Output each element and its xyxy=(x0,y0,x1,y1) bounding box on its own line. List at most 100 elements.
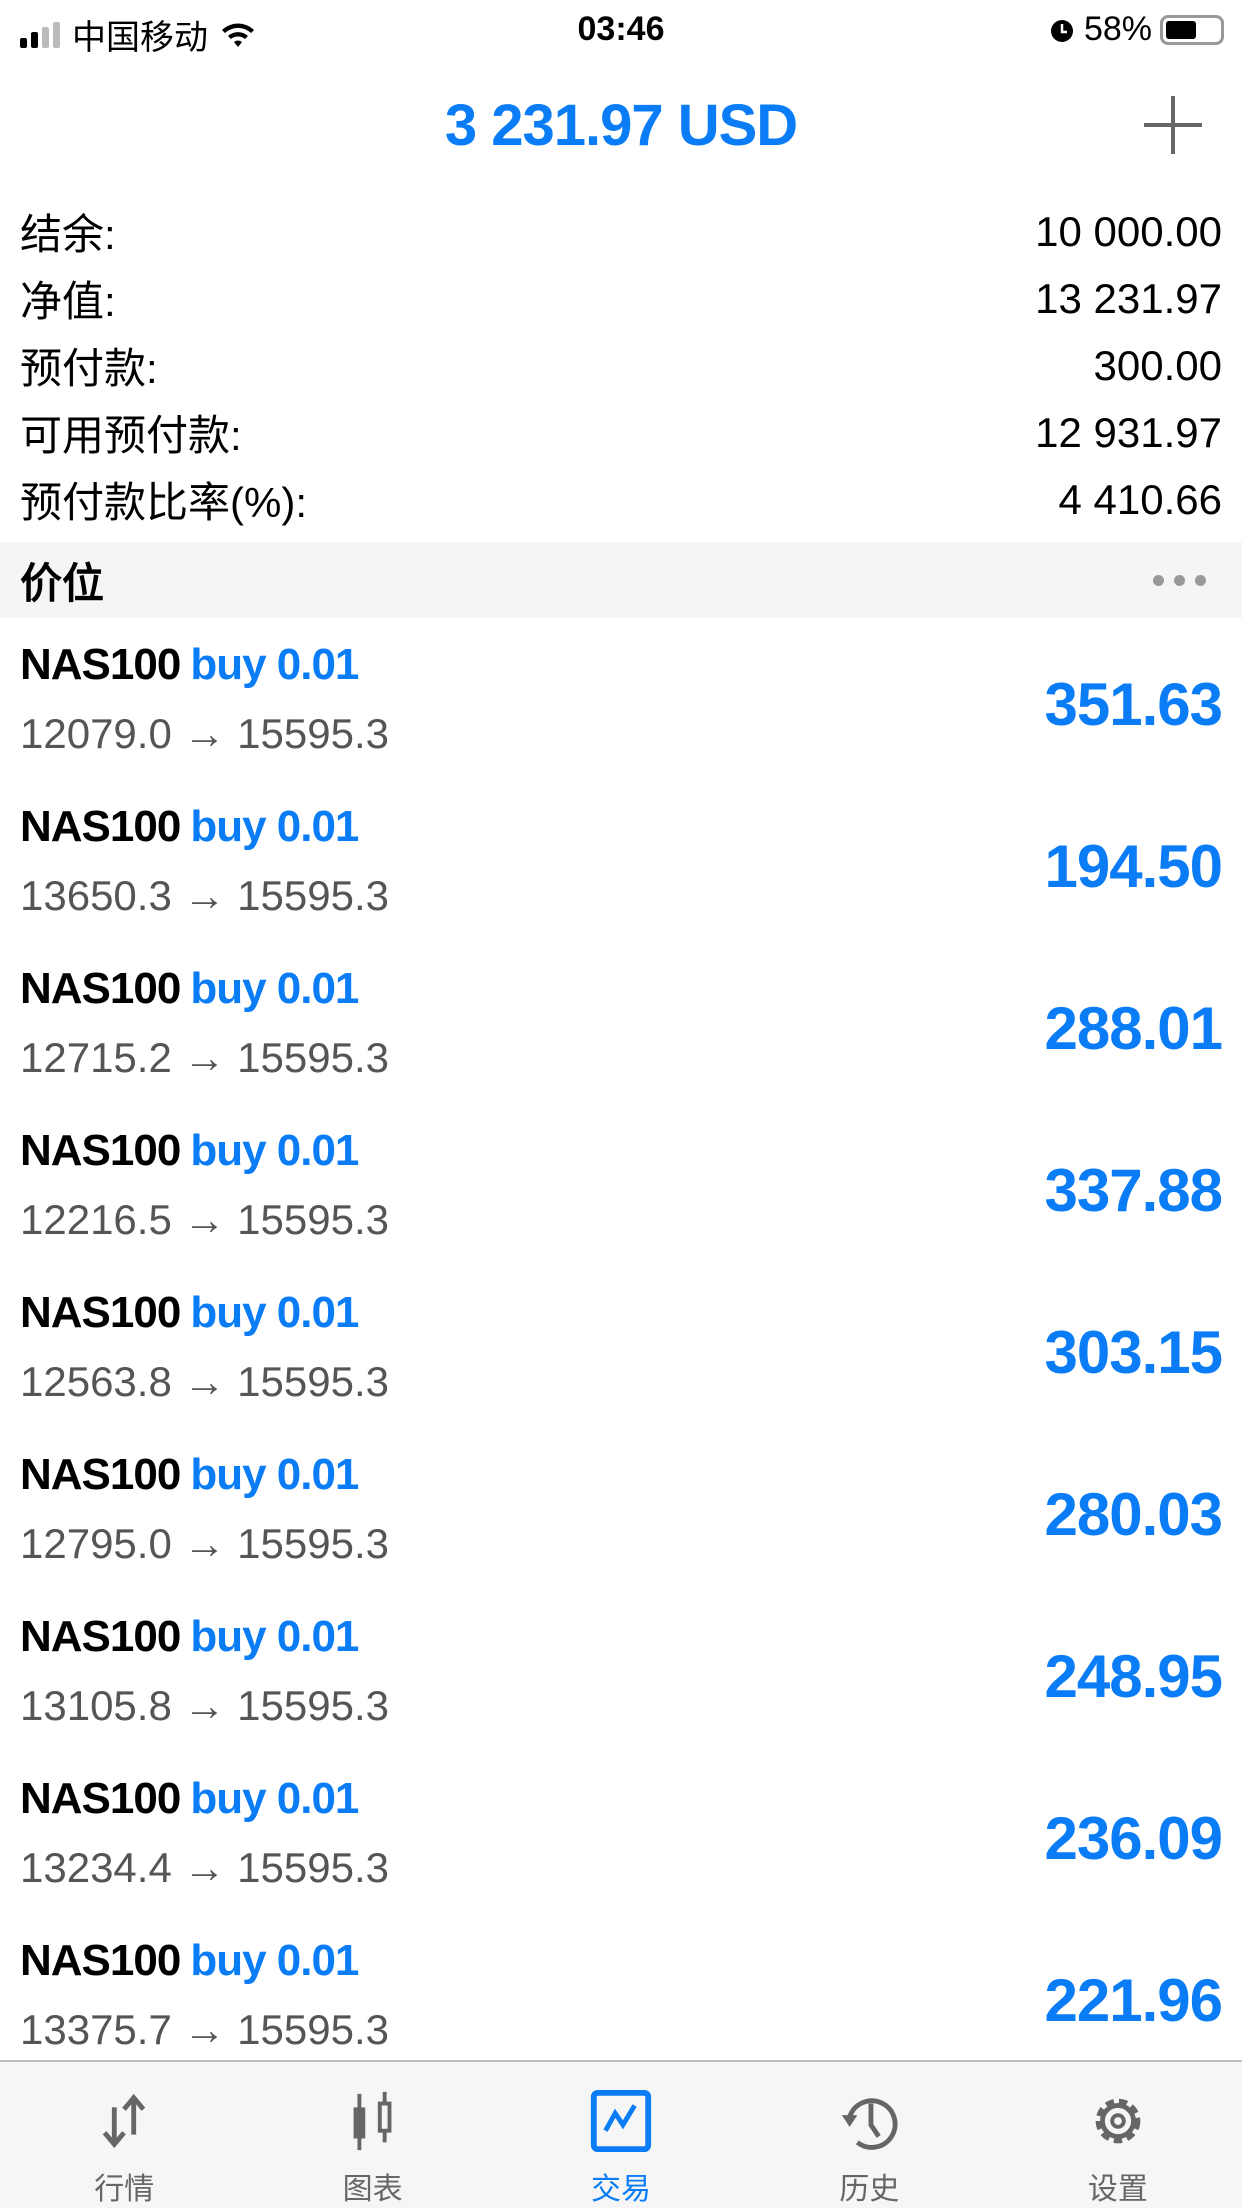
position-profit: 280.03 xyxy=(1044,1481,1223,1548)
value: 12 931.97 xyxy=(1035,408,1222,456)
position-prices: 13234.4 → 15595.3 xyxy=(20,1844,389,1891)
gear-icon xyxy=(1095,2098,1141,2144)
account-summary: 结余: 10 000.00 净值: 13 231.97 预付款: 300.00 可用预… xyxy=(0,198,1242,533)
balance-row: 结余: 10 000.00 xyxy=(0,198,1242,265)
position-row[interactable]: NAS100 buy 0.01 13650.3 → 15595.3 194.50 xyxy=(0,782,1242,944)
trade-chart-icon xyxy=(590,2089,652,2153)
tab-label: 设置 xyxy=(1087,2173,1148,2206)
tab-settings[interactable]: 设置 xyxy=(994,2062,1242,2208)
label: 可用预付款: xyxy=(20,412,242,459)
position-row[interactable]: NAS100 buy 0.01 12079.0 → 15595.3 351.63 xyxy=(0,620,1242,782)
symbol: NAS100 xyxy=(20,1774,181,1823)
value: 300.00 xyxy=(1093,341,1222,389)
position-row[interactable]: NAS100 buy 0.01 12563.8 → 15595.3 303.15 xyxy=(0,1268,1242,1430)
battery-icon xyxy=(1160,14,1224,45)
label: 预付款比率(%): xyxy=(20,479,307,526)
position-prices: 12715.2 → 15595.3 xyxy=(20,1034,389,1081)
position-profit: 288.01 xyxy=(1044,995,1223,1062)
order-type: buy 0.01 xyxy=(190,640,359,689)
order-type: buy 0.01 xyxy=(190,802,359,851)
symbol: NAS100 xyxy=(20,1936,181,1985)
value: 4 410.66 xyxy=(1058,475,1223,523)
more-dots-icon[interactable] xyxy=(1153,574,1222,586)
position-profit: 194.50 xyxy=(1044,833,1223,900)
label: 净值: xyxy=(20,278,116,325)
position-row[interactable]: NAS100 buy 0.01 13105.8 → 15595.3 248.95 xyxy=(0,1592,1242,1754)
order-type: buy 0.01 xyxy=(190,1450,359,1499)
candlestick-chart-icon xyxy=(353,2091,392,2151)
tab-quotes[interactable]: 行情 xyxy=(0,2062,248,2208)
positions-header: 价位 xyxy=(0,542,1242,618)
order-type: buy 0.01 xyxy=(190,1774,359,1823)
value: 10 000.00 xyxy=(1035,207,1222,255)
battery-percent: 58% xyxy=(1083,10,1152,48)
header: 3 231.97 USD xyxy=(0,62,1242,192)
alarm-icon xyxy=(1050,19,1073,42)
equity-title: 3 231.97 USD xyxy=(444,93,798,158)
wifi-icon xyxy=(222,23,254,47)
label: 结余: xyxy=(20,211,116,258)
position-prices: 12563.8 → 15595.3 xyxy=(20,1358,389,1405)
signal-icon xyxy=(20,21,60,48)
symbol: NAS100 xyxy=(20,964,181,1013)
tab-label: 交易 xyxy=(591,2173,652,2206)
position-profit: 236.09 xyxy=(1044,1805,1223,1872)
positions-list: NAS100 buy 0.01 12079.0 → 15595.3 351.63 N… xyxy=(0,620,1242,2078)
symbol: NAS100 xyxy=(20,1288,181,1337)
order-type: buy 0.01 xyxy=(190,1288,359,1337)
position-symbol: NAS100 buy 0.01 xyxy=(20,1612,359,1662)
position-symbol: NAS100 buy 0.01 xyxy=(20,1126,359,1176)
position-prices: 12795.0 → 15595.3 xyxy=(20,1520,389,1567)
value: 13 231.97 xyxy=(1035,274,1222,322)
status-bar: 中国移动 03:46 58% xyxy=(0,0,1242,62)
order-type: buy 0.01 xyxy=(190,1936,359,1985)
tab-label: 图表 xyxy=(342,2173,403,2206)
position-row[interactable]: NAS100 buy 0.01 12715.2 → 15595.3 288.01 xyxy=(0,944,1242,1106)
position-profit: 351.63 xyxy=(1044,671,1223,738)
order-type: buy 0.01 xyxy=(190,1126,359,1175)
label: 预付款: xyxy=(20,345,158,392)
tab-bar: 行情 图表 交易 历史 设置 xyxy=(0,2060,1242,2208)
order-type: buy 0.01 xyxy=(190,964,359,1013)
order-type: buy 0.01 xyxy=(190,1612,359,1661)
tab-label: 行情 xyxy=(94,2173,155,2206)
symbol: NAS100 xyxy=(20,1612,181,1661)
carrier: 中国移动 xyxy=(72,19,208,57)
position-row[interactable]: NAS100 buy 0.01 13234.4 → 15595.3 236.09 xyxy=(0,1754,1242,1916)
margin-level-row: 预付款比率(%): 4 410.66 xyxy=(0,466,1242,533)
position-symbol: NAS100 buy 0.01 xyxy=(20,1774,359,1824)
plus-icon[interactable] xyxy=(1144,96,1202,154)
tab-trade[interactable]: 交易 xyxy=(497,2062,745,2208)
position-prices: 13650.3 → 15595.3 xyxy=(20,872,389,919)
position-profit: 337.88 xyxy=(1044,1157,1223,1224)
section-title: 价位 xyxy=(20,559,105,607)
position-profit: 221.96 xyxy=(1044,1967,1223,2034)
equity-row: 净值: 13 231.97 xyxy=(0,265,1242,332)
position-symbol: NAS100 buy 0.01 xyxy=(20,802,359,852)
tab-charts[interactable]: 图表 xyxy=(248,2062,496,2208)
position-prices: 13375.7 → 15595.3 xyxy=(20,2006,389,2053)
quotes-arrows-icon xyxy=(102,2093,146,2149)
symbol: NAS100 xyxy=(20,1450,181,1499)
position-profit: 303.15 xyxy=(1044,1319,1223,1386)
position-row[interactable]: NAS100 buy 0.01 13375.7 → 15595.3 221.96 xyxy=(0,1916,1242,2078)
position-symbol: NAS100 buy 0.01 xyxy=(20,640,359,690)
position-prices: 12216.5 → 15595.3 xyxy=(20,1196,389,1243)
symbol: NAS100 xyxy=(20,1126,181,1175)
symbol: NAS100 xyxy=(20,640,181,689)
position-symbol: NAS100 buy 0.01 xyxy=(20,1288,359,1338)
position-row[interactable]: NAS100 buy 0.01 12216.5 → 15595.3 337.88 xyxy=(0,1106,1242,1268)
free-margin-row: 可用预付款: 12 931.97 xyxy=(0,399,1242,466)
position-profit: 248.95 xyxy=(1044,1643,1223,1710)
margin-row: 预付款: 300.00 xyxy=(0,332,1242,399)
position-symbol: NAS100 buy 0.01 xyxy=(20,1450,359,1500)
tab-label: 历史 xyxy=(839,2173,900,2206)
position-row[interactable]: NAS100 buy 0.01 12795.0 → 15595.3 280.03 xyxy=(0,1430,1242,1592)
position-prices: 13105.8 → 15595.3 xyxy=(20,1682,389,1729)
tab-history[interactable]: 历史 xyxy=(745,2062,993,2208)
position-symbol: NAS100 buy 0.01 xyxy=(20,964,359,1014)
history-clock-icon xyxy=(842,2098,898,2150)
position-prices: 12079.0 → 15595.3 xyxy=(20,710,389,757)
symbol: NAS100 xyxy=(20,802,181,851)
position-symbol: NAS100 buy 0.01 xyxy=(20,1936,359,1986)
